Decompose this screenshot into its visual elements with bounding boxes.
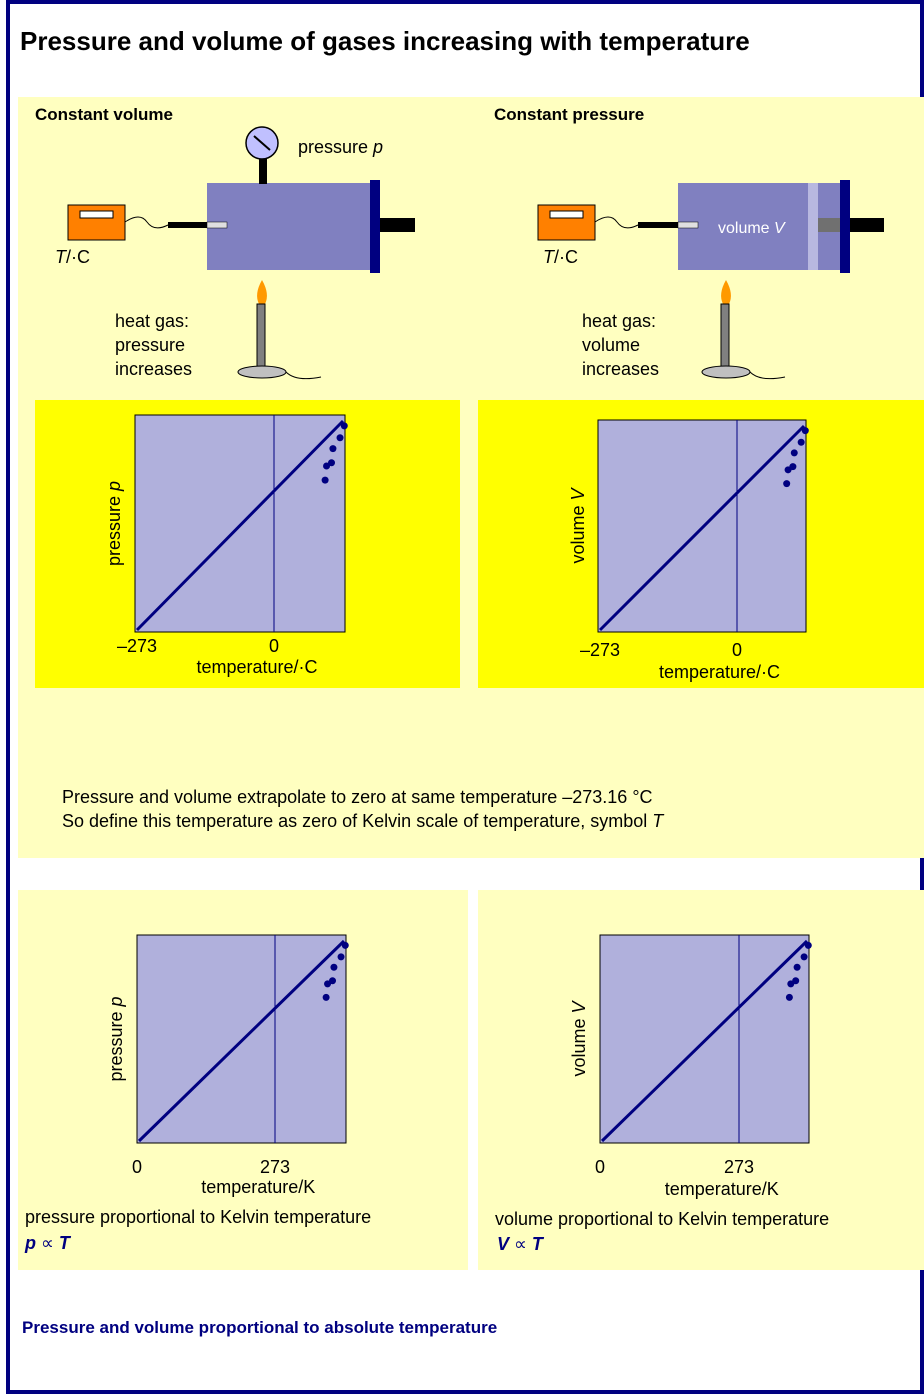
- data-point: [797, 438, 805, 446]
- data-point: [328, 459, 336, 467]
- footer: Pressure and volume proportional to abso…: [22, 1318, 497, 1337]
- data-point: [329, 445, 337, 453]
- x-axis-label: temperature/·C: [196, 657, 317, 677]
- label-text: pressure: [106, 1006, 126, 1081]
- tick-label: 273: [260, 1157, 290, 1177]
- x-axis-label: temperature/·C: [659, 662, 780, 682]
- fit-line: [135, 419, 345, 632]
- label-text: volume: [569, 1013, 589, 1076]
- y-axis-label: pressure p: [104, 481, 124, 566]
- heat-label: pressure: [115, 335, 185, 355]
- data-point: [783, 480, 791, 488]
- caption: volume proportional to Kelvin temperatur…: [495, 1209, 829, 1229]
- heat-label: increases: [582, 359, 659, 379]
- law: V ∝ T: [497, 1234, 545, 1254]
- heat-label: heat gas:: [582, 311, 656, 331]
- data-point: [804, 941, 812, 949]
- symbol: T: [532, 1234, 545, 1254]
- symbol: p: [372, 137, 383, 157]
- heading: Constant volume: [35, 105, 173, 124]
- x-axis-label: temperature/K: [201, 1177, 315, 1197]
- title: Pressure and volume of gases increasing …: [20, 26, 750, 56]
- conclusion-text: So define this temperature as zero of Ke…: [62, 811, 652, 831]
- unit: /·C: [554, 247, 578, 267]
- x-axis-label: temperature/K: [665, 1179, 779, 1199]
- symbol: T: [652, 811, 665, 831]
- label-text: volume: [718, 220, 774, 237]
- tick-label: 0: [132, 1157, 142, 1177]
- fit-line: [137, 939, 346, 1143]
- apparatus: [537, 180, 884, 380]
- symbol: V: [774, 220, 786, 237]
- heat-label: volume: [582, 335, 640, 355]
- conclusion: So define this temperature as zero of Ke…: [62, 811, 665, 831]
- operator: ∝: [509, 1234, 532, 1254]
- tick-label: 273: [724, 1157, 754, 1177]
- data-point: [330, 963, 338, 971]
- tick-label: 0: [595, 1157, 605, 1177]
- tick-label: 0: [732, 640, 742, 660]
- data-point: [341, 941, 349, 949]
- data-point: [801, 427, 809, 435]
- thermometer-label: T/·C: [543, 247, 578, 267]
- law: p ∝ T: [24, 1233, 72, 1253]
- tick-label: 0: [269, 636, 279, 656]
- data-point: [322, 993, 330, 1001]
- volume-label: volume V: [718, 220, 786, 237]
- y-axis-label: volume V: [569, 999, 589, 1076]
- fit-line: [600, 939, 809, 1143]
- unit: /·C: [66, 247, 90, 267]
- apparatus: [67, 126, 415, 380]
- symbol: T: [59, 1233, 72, 1253]
- tick-label: –273: [117, 636, 157, 656]
- symbol: p: [24, 1233, 36, 1253]
- symbol: V: [497, 1234, 511, 1254]
- data-point: [790, 449, 798, 457]
- data-point: [329, 977, 337, 985]
- data-point: [789, 463, 797, 471]
- gauge-label: pressure p: [298, 137, 383, 157]
- label-text: pressure: [298, 137, 373, 157]
- data-point: [785, 993, 793, 1001]
- data-point: [340, 422, 348, 430]
- data-point: [336, 434, 344, 442]
- fit-line: [598, 424, 806, 632]
- caption: pressure proportional to Kelvin temperat…: [25, 1207, 371, 1227]
- data-point: [792, 977, 800, 985]
- thermometer-label: T/·C: [55, 247, 90, 267]
- heat-label: increases: [115, 359, 192, 379]
- symbol: p: [104, 481, 124, 492]
- conclusion: Pressure and volume extrapolate to zero …: [62, 787, 653, 807]
- data-point: [793, 963, 801, 971]
- symbol: T: [543, 247, 556, 267]
- label-text: pressure: [104, 491, 124, 566]
- tick-label: –273: [580, 640, 620, 660]
- symbol: V: [569, 999, 589, 1013]
- label-text: volume: [568, 500, 588, 563]
- data-point: [337, 953, 345, 961]
- symbol: T: [55, 247, 68, 267]
- heading: Constant pressure: [494, 105, 644, 124]
- y-axis-label: pressure p: [106, 996, 126, 1081]
- operator: ∝: [36, 1233, 59, 1253]
- symbol: p: [106, 996, 126, 1007]
- data-point: [321, 476, 329, 484]
- data-point: [323, 462, 331, 470]
- symbol: V: [568, 486, 588, 500]
- data-point: [800, 953, 808, 961]
- heat-label: heat gas:: [115, 311, 189, 331]
- y-axis-label: volume V: [568, 486, 588, 563]
